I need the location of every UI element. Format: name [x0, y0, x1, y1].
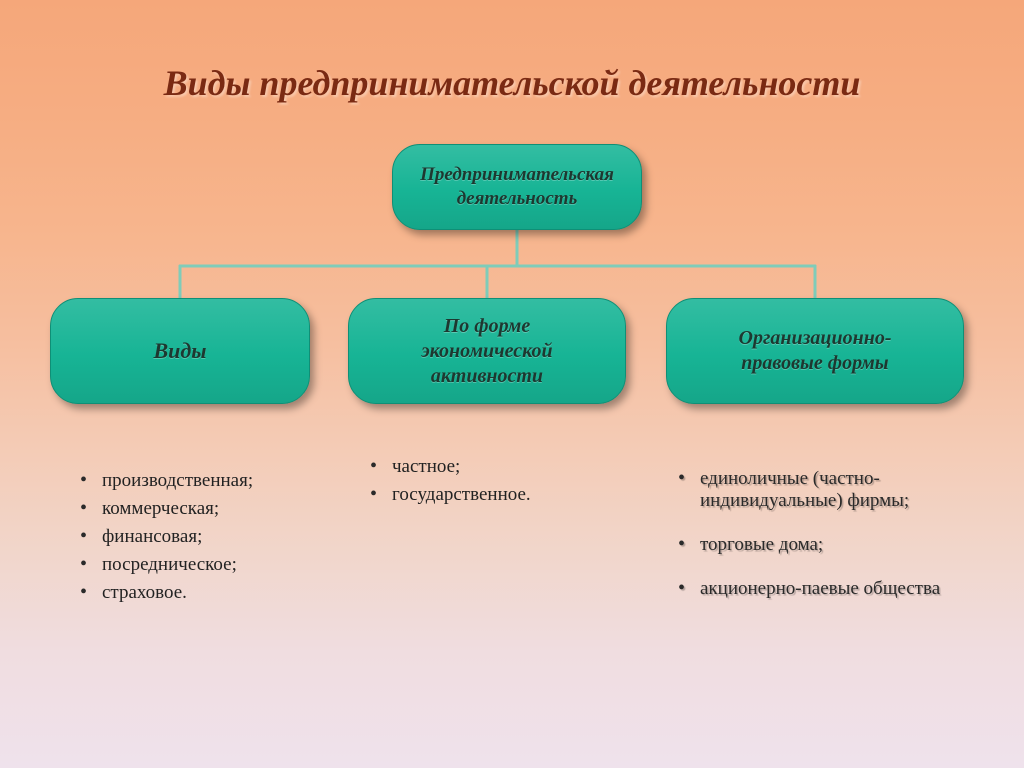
bullet-item: торговые дома;	[678, 534, 980, 556]
bullet-column: единоличные (частно-индивидуальные) фирм…	[660, 468, 980, 622]
slide-title: Виды предпринимательской деятельности	[0, 62, 1024, 104]
bullet-column: производственная; коммерческая; финансовая…	[62, 470, 352, 610]
bullet-item: акционерно-паевые общества	[678, 578, 980, 600]
bullet-column: частное; государственное.	[352, 456, 632, 512]
bullet-item: единоличные (частно-индивидуальные) фирм…	[678, 468, 980, 512]
bullet-item: коммерческая;	[80, 498, 352, 520]
bullet-item: производственная;	[80, 470, 352, 492]
tree-child-node: Организационно-правовые формы	[666, 298, 964, 404]
tree-root-node: Предпринимательскаядеятельность	[392, 144, 642, 230]
tree-child-label: По формеэкономическойактивности	[421, 314, 552, 389]
bullet-item: частное;	[370, 456, 632, 478]
bullet-item: посредническое;	[80, 554, 352, 576]
tree-child-node: Виды	[50, 298, 310, 404]
tree-child-label: Виды	[153, 337, 206, 365]
bullet-item: страховое.	[80, 582, 352, 604]
bullet-item: государственное.	[370, 484, 632, 506]
bullet-item: финансовая;	[80, 526, 352, 548]
tree-child-label: Организационно-правовые формы	[739, 326, 892, 376]
tree-root-label: Предпринимательскаядеятельность	[420, 163, 614, 211]
tree-child-node: По формеэкономическойактивности	[348, 298, 626, 404]
